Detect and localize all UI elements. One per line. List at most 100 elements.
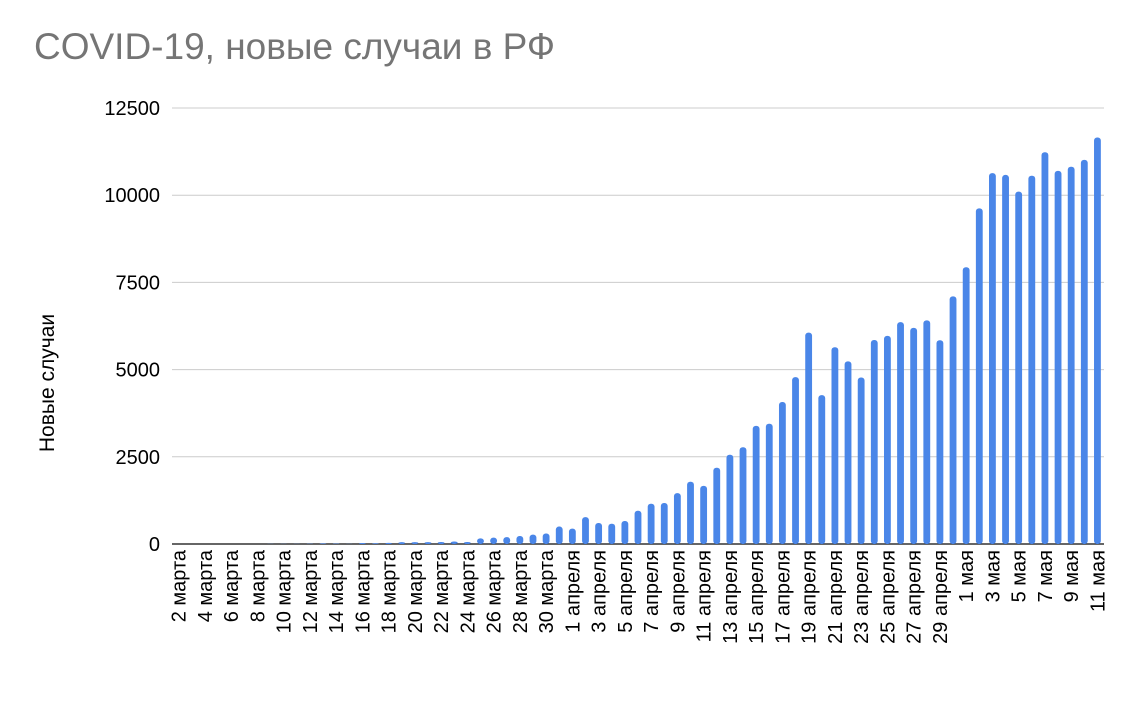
bar: [844, 361, 852, 544]
bar: [660, 503, 668, 544]
x-tick-label: 26 марта: [484, 549, 506, 633]
y-axis-label: Новые случаи: [36, 314, 59, 452]
bar: [516, 536, 524, 544]
x-tick-label: 11 апреля: [694, 550, 716, 642]
bar: [870, 339, 878, 544]
y-tick-label: 0: [149, 534, 160, 556]
bar: [936, 340, 944, 544]
x-tick-label: 17 апреля: [772, 550, 794, 644]
bar: [673, 493, 681, 544]
bar: [1094, 137, 1101, 544]
bar: [477, 538, 484, 544]
bar: [358, 542, 366, 544]
x-tick-label: 27 апреля: [904, 550, 926, 644]
y-tick-label: 5000: [116, 360, 161, 382]
bar: [1080, 159, 1088, 545]
bar: [831, 347, 839, 544]
x-tick-label: 21 апреля: [825, 550, 847, 644]
x-tick-label: 3 апреля: [589, 550, 611, 633]
bar: [411, 542, 419, 544]
bar: [621, 521, 629, 544]
x-tick-label: 10 марта: [274, 549, 296, 633]
bar: [792, 377, 799, 544]
x-tick-label: 14 марта: [326, 549, 348, 633]
bars: [227, 137, 1101, 545]
x-tick-label: 9 апреля: [667, 550, 689, 633]
bar: [568, 528, 576, 544]
x-tick-label: 23 апреля: [851, 550, 873, 644]
x-tick-label: 5 апреля: [615, 550, 637, 633]
y-axis-tick-labels: 0 2500 5000 7500 10000 12500: [104, 98, 160, 556]
bar: [1067, 166, 1075, 544]
bar: [1028, 175, 1036, 544]
x-tick-label: 6 марта: [221, 549, 243, 622]
x-tick-label: 5 мая: [1009, 550, 1031, 602]
bar: [1054, 170, 1062, 544]
x-tick-label: 25 апреля: [877, 550, 899, 644]
bar: [739, 447, 747, 544]
bar: [372, 543, 379, 544]
bar: [1015, 191, 1023, 544]
bar: [385, 542, 393, 544]
bar: [765, 423, 773, 544]
bar: [778, 402, 786, 544]
x-tick-label: 19 апреля: [799, 550, 821, 644]
x-tick-label: 9 мая: [1061, 550, 1083, 602]
bar: [700, 485, 708, 544]
bar: [687, 481, 694, 544]
x-tick-label: 7 апреля: [641, 550, 663, 633]
bar: [713, 467, 721, 544]
x-tick-label: 29 апреля: [930, 550, 952, 644]
bar: [542, 533, 550, 544]
x-tick-label: 4 марта: [195, 549, 217, 622]
x-tick-label: 12 марта: [300, 549, 322, 633]
x-tick-label: 22 марта: [431, 549, 453, 633]
x-tick-label: 30 марта: [536, 549, 558, 633]
bar: [582, 517, 589, 544]
bar: [949, 296, 957, 544]
bar: [608, 523, 616, 544]
bar: [319, 543, 327, 544]
bar: [424, 542, 432, 544]
y-tick-label: 7500: [116, 272, 161, 294]
bar: [529, 534, 537, 544]
bar: [1002, 174, 1009, 544]
x-tick-label: 2 марта: [169, 549, 191, 622]
gridlines: [172, 107, 1104, 545]
x-tick-label: 7 мая: [1035, 550, 1057, 602]
x-tick-label: 24 марта: [457, 549, 479, 633]
bar: [463, 542, 471, 544]
x-tick-label: 13 апреля: [720, 550, 742, 644]
y-tick-label: 2500: [116, 447, 161, 469]
bar: [962, 267, 970, 544]
x-tick-label: 18 марта: [379, 549, 401, 633]
y-tick-label: 12500: [104, 98, 160, 120]
bar: [975, 208, 983, 544]
bar: [490, 537, 498, 544]
y-tick-label: 10000: [104, 185, 160, 207]
bar: [883, 335, 891, 544]
bar: [897, 322, 904, 544]
bar: [555, 526, 563, 544]
bar: [503, 537, 511, 544]
bar: [805, 332, 813, 544]
bar: [595, 523, 603, 544]
bar: [857, 377, 865, 544]
x-tick-label: 20 марта: [405, 549, 427, 633]
bar: [1041, 152, 1049, 544]
bar: [910, 327, 918, 544]
x-tick-label: 1 мая: [956, 550, 978, 602]
x-tick-label: 8 марта: [247, 549, 269, 622]
x-tick-label: 28 марта: [510, 549, 532, 633]
chart-title: COVID-19, новые случаи в РФ: [34, 26, 556, 67]
x-axis-tick-labels: 2 марта 4 марта 6 марта 8 марта 10 марта 12 м…: [169, 549, 1110, 644]
bar: [450, 541, 458, 544]
x-tick-label: 16 марта: [352, 549, 374, 633]
x-tick-label: 15 апреля: [746, 550, 768, 644]
x-tick-label: 11 мая: [1087, 550, 1109, 612]
bar: [752, 425, 760, 544]
bar: [818, 395, 826, 544]
bar: [923, 320, 931, 544]
bar: [398, 542, 406, 544]
